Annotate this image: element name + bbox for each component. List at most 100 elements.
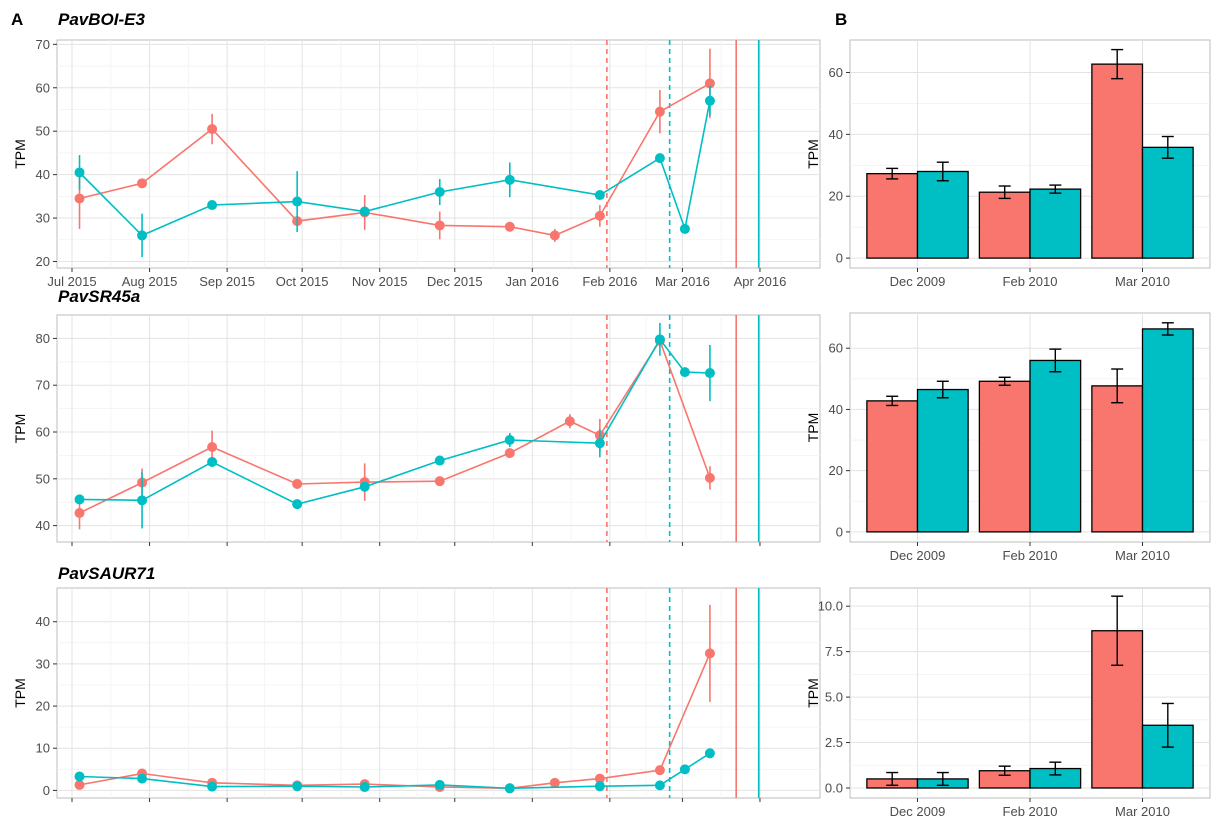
y-tick-label: 0	[836, 524, 843, 539]
y-tick-label: 50	[36, 124, 50, 139]
bar	[1091, 63, 1144, 259]
y-axis-title: TPM	[805, 413, 821, 443]
data-point	[434, 779, 445, 790]
data-point	[704, 748, 715, 759]
data-point	[292, 781, 303, 792]
x-tick-label: Feb 2010	[1003, 804, 1058, 819]
bar	[916, 388, 969, 533]
bar	[916, 170, 969, 259]
plot-border	[56, 39, 821, 269]
y-tick-label: 40	[36, 167, 50, 182]
x-tick-label: Jan 2016	[506, 274, 560, 289]
panel-title-2: PavSR45a	[58, 287, 140, 306]
data-point	[207, 124, 218, 135]
bar	[1091, 385, 1144, 533]
data-point	[594, 773, 605, 784]
data-point	[359, 206, 370, 217]
bar-panel-pavsaur71: 0.0 2.5 5.0 7.5 10.0 TPM Dec 2009 Feb 2010 Mar 2…	[805, 587, 1211, 819]
data-point	[594, 210, 605, 221]
y-tick-label: 7.5	[825, 644, 843, 659]
y-axis-title: TPM	[12, 414, 28, 444]
y-tick-label: 2.5	[825, 735, 843, 750]
bar	[866, 172, 919, 259]
data-point	[207, 781, 218, 792]
y-tick-label: 10.0	[818, 599, 843, 614]
y-tick-label: 20	[36, 699, 50, 714]
data-point	[74, 507, 85, 518]
data-point	[654, 765, 665, 776]
y-tick-label: 70	[36, 378, 50, 393]
x-tick-label: Jul 2015	[47, 274, 96, 289]
x-tick-label: Oct 2015	[276, 274, 329, 289]
data-point	[434, 476, 445, 487]
data-point	[74, 167, 85, 178]
data-point	[434, 187, 445, 197]
data-point	[504, 783, 515, 794]
x-tick-label: Sep 2015	[199, 274, 255, 289]
data-point	[654, 780, 665, 791]
y-axis-title: TPM	[805, 139, 821, 169]
data-point	[704, 368, 715, 379]
data-point	[654, 106, 665, 117]
plot-border	[56, 587, 821, 799]
x-tick-label: Apr 2016	[734, 274, 787, 289]
data-point	[74, 771, 85, 782]
data-point	[292, 478, 303, 489]
data-point	[207, 200, 218, 211]
line-panel-pavsr45a: 40 50 60 70 80 TPM	[12, 314, 821, 546]
data-point	[434, 455, 445, 466]
x-tick-label: Mar 2016	[655, 274, 710, 289]
panel-title-1: PavBOI-E3	[58, 10, 145, 29]
y-tick-label: 20	[829, 463, 843, 478]
data-point	[594, 781, 605, 792]
y-tick-label: 50	[36, 471, 50, 486]
y-tick-label: 40	[36, 614, 50, 629]
line-panel-pavsaur71: 0 10 20 30 40 TPM	[12, 587, 821, 802]
bar	[1141, 724, 1194, 789]
bar	[978, 191, 1031, 259]
data-point	[137, 178, 148, 189]
y-tick-label: 40	[36, 518, 50, 533]
data-point	[137, 495, 148, 506]
bar	[1141, 328, 1194, 533]
data-point	[704, 78, 715, 89]
x-tick-label: Feb 2016	[582, 274, 637, 289]
y-tick-label: 40	[829, 127, 843, 142]
data-point	[504, 448, 515, 459]
data-point	[434, 220, 445, 231]
data-point	[137, 230, 148, 241]
data-point	[549, 777, 560, 788]
data-point	[679, 367, 690, 378]
y-tick-label: 40	[829, 402, 843, 417]
data-point	[504, 434, 515, 445]
y-axis-title: TPM	[12, 139, 28, 169]
panel-letter-a: A	[11, 10, 23, 29]
y-tick-label: 80	[36, 331, 50, 346]
y-tick-label: 30	[36, 656, 50, 671]
y-tick-label: 10	[36, 741, 50, 756]
data-point	[564, 416, 575, 427]
x-tick-label: Aug 2015	[122, 274, 178, 289]
data-point	[74, 193, 85, 204]
data-point	[74, 494, 85, 505]
y-tick-label: 0	[836, 251, 843, 266]
bar	[978, 380, 1031, 533]
data-point	[679, 223, 690, 234]
x-tick-label: Feb 2010	[1003, 548, 1058, 563]
bar	[866, 400, 919, 533]
bar	[1029, 359, 1082, 533]
x-tick-label: Dec 2015	[427, 274, 483, 289]
x-tick-label: Dec 2009	[890, 274, 946, 289]
y-tick-label: 60	[36, 425, 50, 440]
y-axis-title: TPM	[805, 678, 821, 708]
panel-letter-b: B	[835, 10, 847, 29]
y-tick-label: 60	[829, 341, 843, 356]
data-point	[704, 95, 715, 106]
data-point	[137, 773, 148, 784]
data-point	[207, 441, 218, 452]
bar	[1029, 188, 1082, 259]
y-axis-title: TPM	[12, 678, 28, 708]
y-tick-label: 5.0	[825, 690, 843, 705]
y-tick-label: 60	[36, 80, 50, 95]
